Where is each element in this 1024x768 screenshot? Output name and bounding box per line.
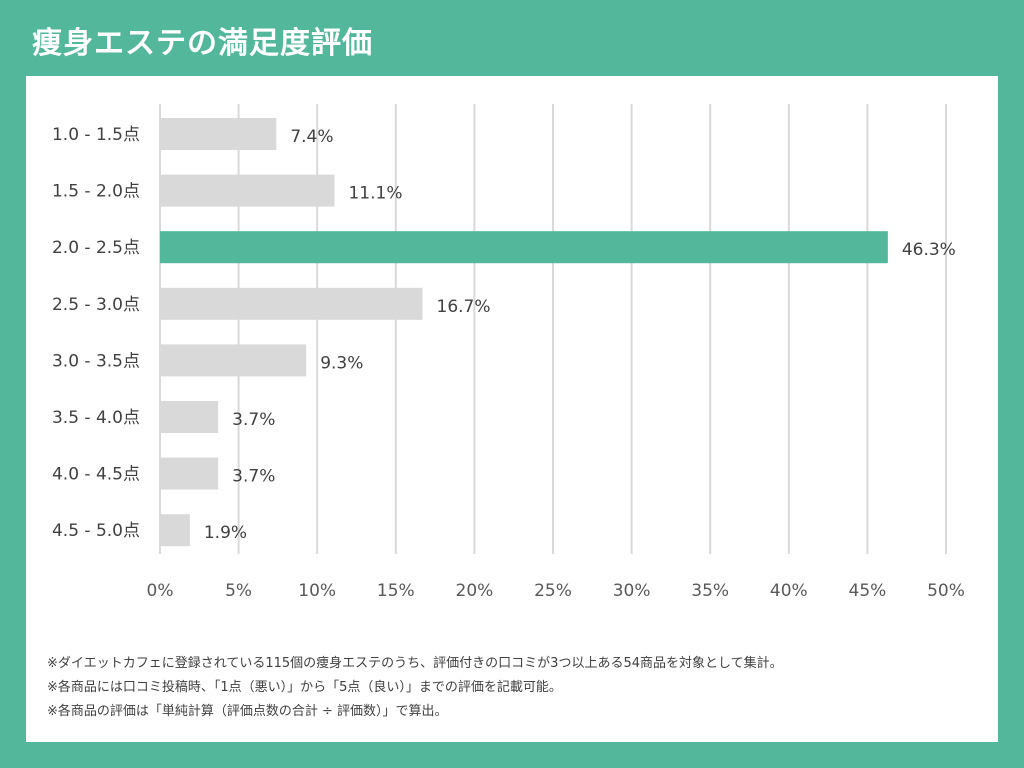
bar <box>160 344 307 377</box>
x-tick-label: 25% <box>534 581 572 601</box>
bar <box>160 118 277 150</box>
category-label: 3.5 - 4.0点 <box>52 408 140 428</box>
bar <box>160 174 335 207</box>
category-label: 4.0 - 4.5点 <box>52 465 140 485</box>
bar <box>160 401 219 433</box>
x-tick-label: 40% <box>770 581 808 601</box>
value-label: 46.3% <box>902 240 956 260</box>
x-tick-label: 35% <box>691 581 729 601</box>
category-label: 4.5 - 5.0点 <box>52 521 140 541</box>
value-label: 7.4% <box>290 127 333 147</box>
x-tick-label: 50% <box>927 581 965 601</box>
x-tick-label: 15% <box>377 581 415 601</box>
page-title: 痩身エステの満足度評価 <box>32 26 373 61</box>
footnotes: ※ダイエットカフェに登録されている115個の痩身エステのうち、評価付きの口コミが… <box>47 652 977 724</box>
category-label: 1.5 - 2.0点 <box>52 182 140 202</box>
footnote: ※各商品には口コミ投稿時、「1点（悪い）」から「5点（良い）」までの評価を記載可… <box>47 680 562 695</box>
x-tick-label: 5% <box>225 581 252 601</box>
x-tick-label: 45% <box>849 581 887 601</box>
value-label: 3.7% <box>232 467 275 487</box>
category-label: 2.5 - 3.0点 <box>52 295 140 315</box>
chart-panel: 0% 5% 10% 15% 20% 25% 30% 35% 40% 45% 50% 1.0 - 1.5… <box>26 76 998 742</box>
x-tick-label: 10% <box>298 581 336 601</box>
x-tick-label: 0% <box>147 581 174 601</box>
value-label: 1.9% <box>204 523 247 543</box>
footnote: ※各商品の評価は「単純計算（評価点数の合計 ÷ 評価数）」で算出。 <box>47 704 448 719</box>
x-tick-label: 30% <box>613 581 651 601</box>
footnote: ※ダイエットカフェに登録されている115個の痩身エステのうち、評価付きの口コミが… <box>47 656 783 671</box>
value-label: 3.7% <box>232 410 275 430</box>
bar <box>160 514 190 547</box>
value-label: 16.7% <box>437 297 491 317</box>
bar-chart: 0% 5% 10% 15% 20% 25% 30% 35% 40% 45% 50% 1.0 - 1.5… <box>52 104 965 601</box>
category-label: 1.0 - 1.5点 <box>52 125 140 145</box>
bar <box>160 231 888 264</box>
category-label: 2.0 - 2.5点 <box>52 238 140 258</box>
category-label: 3.0 - 3.5点 <box>52 351 140 371</box>
x-tick-label: 20% <box>456 581 494 601</box>
value-label: 9.3% <box>320 353 363 373</box>
bar <box>160 287 423 320</box>
bar <box>160 457 219 490</box>
value-label: 11.1% <box>348 184 402 204</box>
